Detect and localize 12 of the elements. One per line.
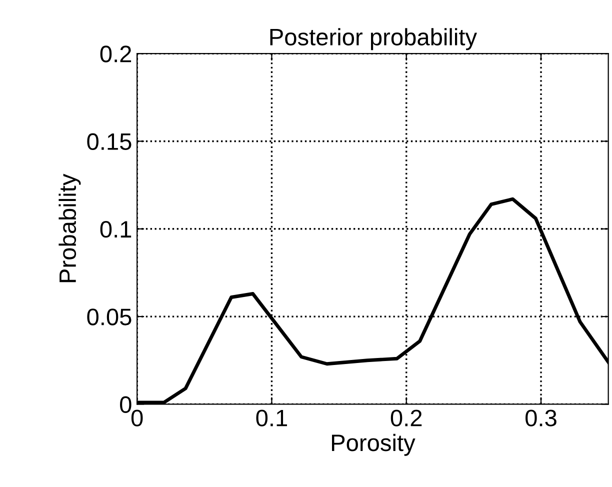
x-axis-title: Porosity [332, 434, 416, 456]
y-tick-label: 0.2 [100, 46, 132, 62]
y-tick-label: 0.05 [87, 308, 132, 326]
y-axis-title: Probability [58, 174, 81, 282]
y-tick-label: 0 [120, 396, 132, 413]
x-tick-label: 0.1 [256, 410, 287, 426]
x-tick-label: 0 [131, 410, 143, 426]
x-tick-label: 0.3 [526, 410, 556, 426]
chart-title: Posterior probability [270, 28, 477, 50]
y-tick-label: 0.1 [100, 220, 132, 238]
x-tick-label: 0.2 [390, 410, 422, 426]
y-tick-label: 0.15 [87, 133, 132, 150]
